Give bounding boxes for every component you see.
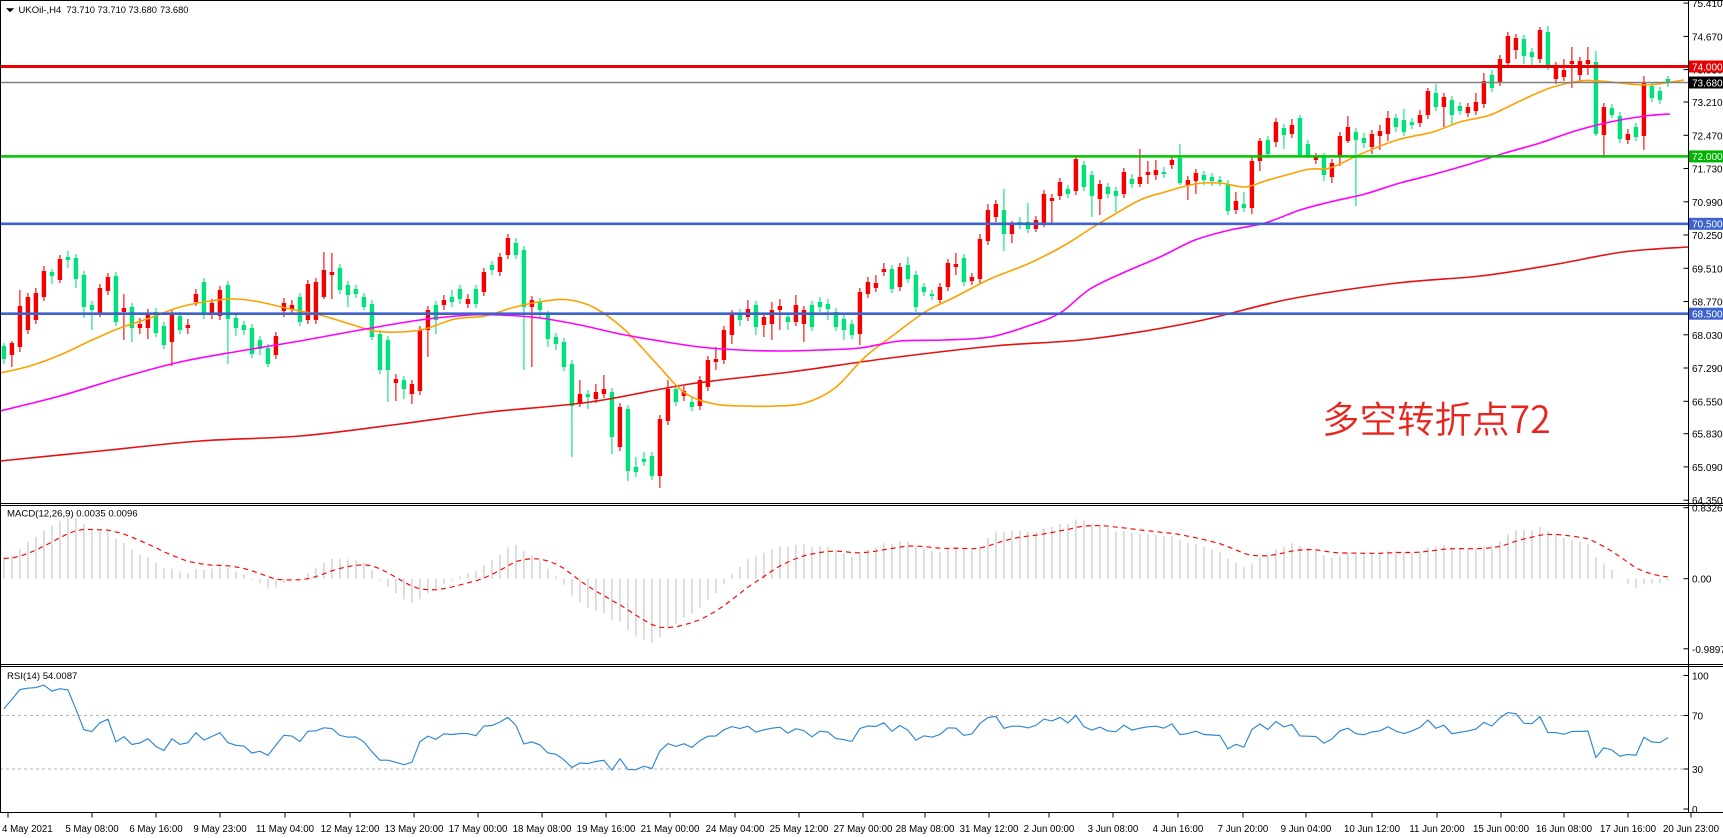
svg-text:2 Jun 00:00: 2 Jun 00:00 [1024, 824, 1075, 835]
svg-text:73.710: 73.710 [67, 5, 95, 15]
svg-text:65.830: 65.830 [1692, 430, 1723, 441]
svg-text:0.00: 0.00 [1692, 575, 1712, 586]
svg-text:3 Jun 08:00: 3 Jun 08:00 [1088, 824, 1139, 835]
svg-text:15 Jun 00:00: 15 Jun 00:00 [1473, 824, 1530, 835]
svg-text:0: 0 [1692, 805, 1698, 816]
svg-text:21 May 00:00: 21 May 00:00 [641, 824, 700, 835]
svg-text:73.680: 73.680 [160, 5, 188, 15]
svg-text:18 May 08:00: 18 May 08:00 [513, 824, 572, 835]
svg-text:71.730: 71.730 [1692, 165, 1723, 176]
svg-text:64.350: 64.350 [1692, 496, 1723, 507]
svg-text:6 May 16:00: 6 May 16:00 [129, 824, 183, 835]
svg-text:72.000: 72.000 [1692, 152, 1723, 163]
svg-text:9 May 23:00: 9 May 23:00 [193, 824, 247, 835]
svg-text:31 May 12:00: 31 May 12:00 [960, 824, 1019, 835]
svg-text:66.550: 66.550 [1692, 397, 1723, 408]
svg-text:RSI(14) 54.0087: RSI(14) 54.0087 [7, 671, 77, 682]
svg-text:24 May 04:00: 24 May 04:00 [706, 824, 765, 835]
svg-text:69.510: 69.510 [1692, 264, 1723, 275]
svg-text:74.670: 74.670 [1692, 32, 1723, 43]
svg-text:5 May 08:00: 5 May 08:00 [65, 824, 119, 835]
svg-text:0.8326: 0.8326 [1692, 504, 1723, 515]
svg-text:13 May 20:00: 13 May 20:00 [385, 824, 444, 835]
svg-text:MACD(12,26,9) 0.0035 0.0096: MACD(12,26,9) 0.0035 0.0096 [7, 509, 138, 520]
svg-text:19 May 16:00: 19 May 16:00 [577, 824, 636, 835]
svg-text:70.250: 70.250 [1692, 231, 1723, 242]
svg-text:12 May 12:00: 12 May 12:00 [321, 824, 380, 835]
svg-text:70: 70 [1692, 712, 1704, 723]
svg-text:11 Jun 20:00: 11 Jun 20:00 [1409, 824, 1465, 835]
svg-text:17 May 00:00: 17 May 00:00 [449, 824, 508, 835]
svg-text:73.710: 73.710 [98, 5, 126, 15]
svg-text:-0.9897: -0.9897 [1692, 645, 1723, 656]
svg-text:9 Jun 04:00: 9 Jun 04:00 [1281, 824, 1332, 835]
svg-text:28 May 08:00: 28 May 08:00 [896, 824, 955, 835]
svg-text:73.680: 73.680 [1692, 78, 1723, 89]
svg-text:16 Jun 08:00: 16 Jun 08:00 [1536, 824, 1593, 835]
svg-text:70.990: 70.990 [1692, 198, 1723, 209]
svg-text:10 Jun 12:00: 10 Jun 12:00 [1344, 824, 1401, 835]
svg-text:72.470: 72.470 [1692, 131, 1723, 142]
svg-text:67.290: 67.290 [1692, 364, 1723, 375]
svg-text:68.030: 68.030 [1692, 331, 1723, 342]
svg-text:20 Jun 23:00: 20 Jun 23:00 [1663, 824, 1720, 835]
svg-text:4 Jun 16:00: 4 Jun 16:00 [1153, 824, 1204, 835]
svg-text:65.090: 65.090 [1692, 463, 1723, 474]
svg-text:27 May 00:00: 27 May 00:00 [834, 824, 893, 835]
svg-text:68.770: 68.770 [1692, 298, 1723, 309]
svg-text:11 May 04:00: 11 May 04:00 [256, 824, 315, 835]
svg-text:30: 30 [1692, 765, 1704, 776]
svg-text:73.680: 73.680 [129, 5, 157, 15]
svg-text:7 Jun 20:00: 7 Jun 20:00 [1218, 824, 1269, 835]
svg-text:25 May 12:00: 25 May 12:00 [770, 824, 829, 835]
svg-text:74.000: 74.000 [1692, 62, 1723, 73]
svg-text:UKOil-,H4: UKOil-,H4 [19, 5, 62, 16]
svg-text:17 Jun 16:00: 17 Jun 16:00 [1600, 824, 1657, 835]
svg-text:75.410: 75.410 [1692, 0, 1723, 10]
svg-text:68.500: 68.500 [1692, 310, 1723, 321]
svg-text:73.210: 73.210 [1692, 98, 1723, 109]
svg-text:70.500: 70.500 [1692, 220, 1723, 231]
svg-text:100: 100 [1692, 672, 1709, 683]
svg-text:4 May 2021: 4 May 2021 [2, 824, 53, 835]
